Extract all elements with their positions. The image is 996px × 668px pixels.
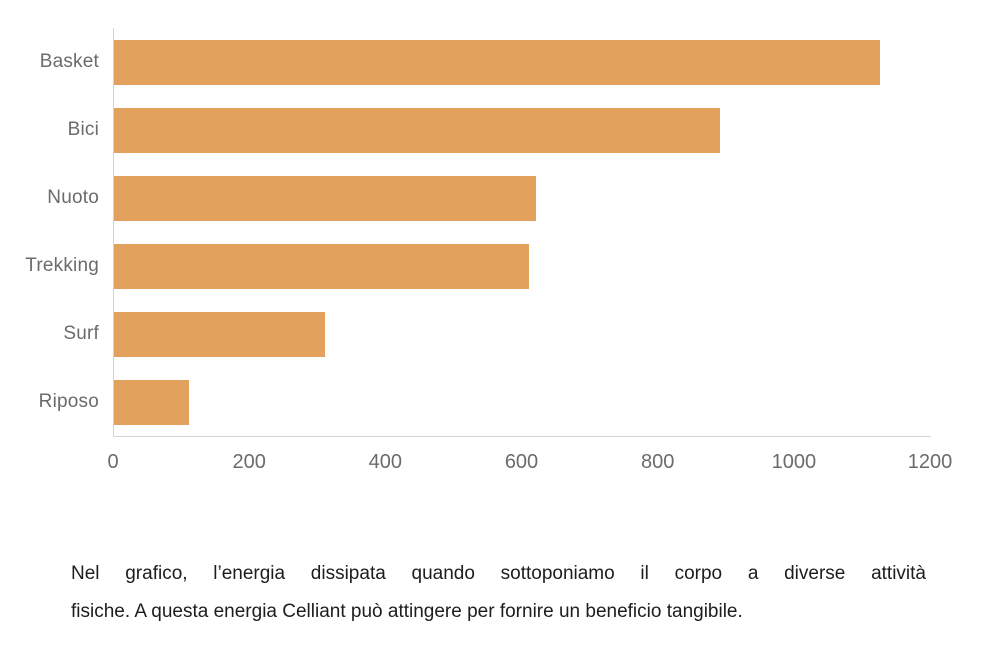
x-tick-label: 1000 <box>771 451 817 473</box>
category-label-basket: Basket <box>39 51 99 72</box>
bar-riposo <box>114 379 189 425</box>
x-tick-label: 800 <box>640 451 675 473</box>
category-label-bici: Bici <box>67 119 99 140</box>
bar-row <box>114 96 931 164</box>
bar-row <box>114 300 931 368</box>
category-label-nuoto: Nuoto <box>47 187 99 208</box>
plot-area <box>113 28 931 437</box>
energy-bar-chart: Basket Bici Nuoto Trekking Surf Riposo 0 200 40… <box>0 28 996 479</box>
caption: Nel grafico, l’energia dissipata quando … <box>71 555 926 631</box>
bar-nuoto <box>114 175 537 221</box>
x-tick-label: 1200 <box>907 451 953 473</box>
category-label-surf: Surf <box>63 323 99 344</box>
category-label-riposo: Riposo <box>38 391 99 412</box>
bar-bici <box>114 107 720 153</box>
category-label-trekking: Trekking <box>25 255 99 276</box>
x-tick-label: 200 <box>232 451 266 473</box>
y-axis-labels: Basket Bici Nuoto Trekking Surf Riposo <box>0 28 113 437</box>
caption-line-1: Nel grafico, l’energia dissipata quando … <box>71 563 926 584</box>
bar-row <box>114 28 931 96</box>
x-tick-label: 400 <box>368 451 403 473</box>
x-tick-label: 600 <box>504 451 539 473</box>
x-axis-ticks: 0 200 400 600 800 1000 1200 <box>107 437 952 479</box>
caption-line-2: fisiche. A questa energia Celliant può a… <box>71 601 743 622</box>
x-tick-label: 0 <box>107 451 119 473</box>
bar-trekking <box>114 243 530 289</box>
bar-surf <box>114 311 326 357</box>
bar-basket <box>114 39 880 85</box>
bar-row <box>114 164 931 232</box>
bar-row <box>114 368 931 436</box>
chart-body: Basket Bici Nuoto Trekking Surf Riposo <box>0 28 996 437</box>
bar-row <box>114 232 931 300</box>
